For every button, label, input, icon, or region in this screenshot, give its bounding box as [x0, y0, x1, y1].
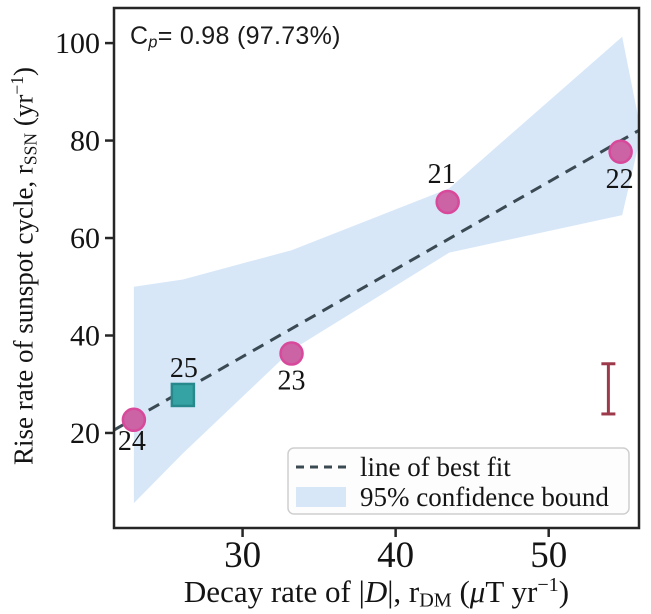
point-label-25: 25 [170, 353, 198, 384]
label-segment: −1 [6, 76, 27, 95]
label-segment: C [130, 22, 149, 50]
label-segment: μ [469, 574, 486, 610]
x-tick-label-40: 40 [377, 535, 414, 576]
label-segment: = 0.98 (97.73%) [157, 22, 341, 50]
correlation-annotation: Cp= 0.98 (97.73%) [130, 22, 341, 53]
label-segment: ) [558, 574, 570, 610]
point-label-24: 24 [118, 426, 146, 457]
plot-frame [112, 6, 641, 530]
label-segment: −1 [537, 574, 559, 596]
data-point-23 [279, 341, 304, 366]
x-tick-label-30: 30 [224, 535, 261, 576]
y-tick-label-100: 100 [55, 27, 100, 60]
legend-patch-sample [296, 487, 346, 507]
label-segment: Rise rate of sunspot cycle, r [8, 165, 39, 465]
data-point-22 [608, 139, 633, 165]
label-segment: D [364, 574, 388, 610]
data-point-21 [435, 189, 460, 215]
legend-box [287, 447, 630, 515]
label-segment: DM [419, 589, 452, 612]
label-segment: SSN [20, 132, 41, 166]
point-label-23: 23 [278, 366, 306, 397]
label-segment: (yr [8, 94, 39, 133]
label-segment: |, r [387, 574, 420, 610]
label-segment: Decay rate of | [183, 574, 365, 610]
x-axis-label: Decay rate of |D|, rDM (μT yr−1) [114, 574, 639, 613]
label-segment: ) [8, 67, 39, 77]
y-tick-label-20: 20 [70, 417, 100, 450]
confidence-band [133, 36, 640, 504]
data-point-24 [121, 407, 147, 433]
data-point-25 [170, 382, 196, 408]
legend-label-1: 95% confidence bound [360, 482, 609, 512]
point-label-21: 21 [428, 159, 456, 190]
y-axis-label: Rise rate of sunspot cycle, rSSN (yr−1) [7, 67, 42, 465]
label-segment: ( [451, 574, 470, 610]
point-label-22: 22 [606, 164, 634, 195]
label-segment: p [148, 33, 158, 52]
y-tick-label-40: 40 [70, 319, 100, 352]
x-tick-label-50: 50 [530, 535, 567, 576]
y-tick-label-60: 60 [70, 222, 100, 255]
y-tick-label-80: 80 [70, 125, 100, 158]
legend-label-0: line of best fit [360, 452, 511, 482]
label-segment: T yr [485, 574, 538, 610]
best-fit-line [113, 129, 640, 432]
